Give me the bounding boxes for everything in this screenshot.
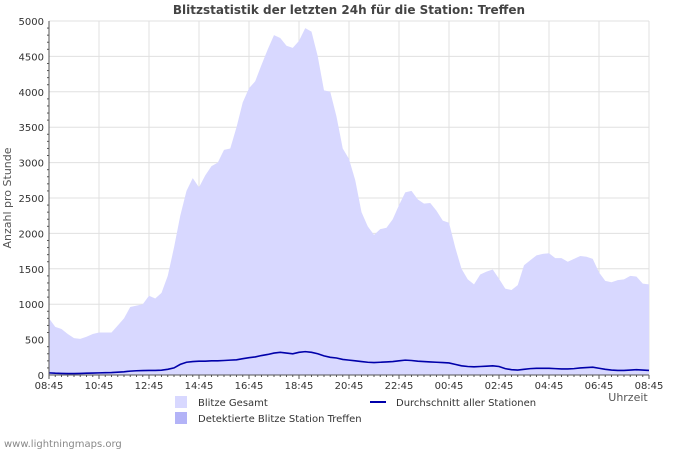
- x-tick-label: 10:45: [85, 381, 114, 392]
- y-tick-label: 1500: [19, 265, 44, 276]
- legend: Blitze Gesamt Detektierte Blitze Station …: [175, 396, 536, 425]
- x-tick-label: 12:45: [135, 381, 164, 392]
- x-tick-label: 20:45: [335, 381, 364, 392]
- y-tick-label: 5000: [19, 17, 44, 28]
- x-tick-label: 08:45: [635, 381, 664, 392]
- y-tick-label: 3000: [19, 159, 44, 170]
- y-tick-label: 4000: [19, 88, 44, 99]
- x-tick-label: 08:45: [35, 381, 64, 392]
- series-line-2: [48, 350, 650, 375]
- series-layer: [48, 28, 650, 376]
- x-tick-label: 16:45: [235, 381, 264, 392]
- x-tick-label: 22:45: [385, 381, 414, 392]
- x-tick-label: 18:45: [285, 381, 314, 392]
- y-tick-label: 0: [38, 371, 44, 382]
- y-tick-label: 2500: [19, 194, 44, 205]
- y-tick-label: 4500: [19, 52, 44, 63]
- axes: 0 500 1000 1500 2000 2500 3000 3500 4000 4500 5000…: [19, 17, 664, 392]
- x-tick-label: 04:45: [535, 381, 564, 392]
- x-tick-label: 00:45: [435, 381, 464, 392]
- y-tick-label: 1000: [19, 300, 44, 311]
- chart-title: Blitzstatistik der letzten 24h für die S…: [173, 3, 525, 17]
- y-tick-label: 3500: [19, 123, 44, 134]
- x-axis-label: Uhrzeit: [608, 391, 648, 404]
- x-tick-label: 14:45: [185, 381, 214, 392]
- footer-credit: www.lightningmaps.org: [4, 439, 122, 450]
- legend-label: Durchschnitt aller Stationen: [396, 398, 536, 409]
- series-area-0: [49, 28, 649, 376]
- x-tick-label: 02:45: [485, 381, 514, 392]
- x-tick-label: 06:45: [585, 381, 614, 392]
- legend-label: Blitze Gesamt: [198, 398, 268, 409]
- y-tick-label: 500: [25, 336, 44, 347]
- legend-swatch-area: [175, 396, 187, 408]
- legend-swatch-area: [175, 412, 187, 424]
- y-axis-label: Anzahl pro Stunde: [1, 147, 14, 248]
- y-tick-label: 2000: [19, 229, 44, 240]
- legend-label: Detektierte Blitze Station Treffen: [198, 414, 362, 425]
